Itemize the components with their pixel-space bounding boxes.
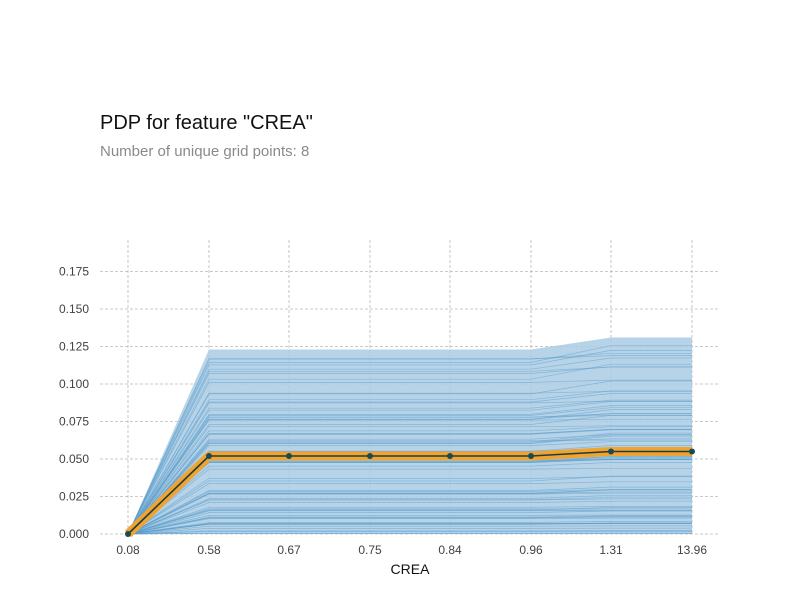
ice-line — [127, 510, 692, 535]
ice-line — [127, 366, 692, 535]
pdp-point — [447, 453, 453, 459]
ice-band-fill — [128, 337, 692, 534]
pdp-point — [367, 453, 373, 459]
ice-line — [127, 380, 692, 535]
ice-line — [127, 428, 692, 535]
x-tick-label: 1.31 — [599, 543, 623, 557]
ice-line — [127, 459, 692, 535]
ice-line — [127, 514, 692, 535]
pdp-point — [689, 448, 695, 455]
ice-line — [127, 429, 692, 535]
chart-title: PDP for feature "CREA" — [100, 112, 313, 134]
ice-line — [127, 407, 692, 535]
x-tick-label: 0.84 — [438, 543, 462, 557]
y-axis-ticks: 0.000 0.025 0.050 0.075 0.100 0.125 0.150 0.175 — [59, 265, 89, 542]
x-tick-label: 13.96 — [677, 543, 707, 557]
pdp-line — [127, 450, 692, 535]
x-axis-label: CREA — [391, 561, 431, 577]
y-tick-label: 0.050 — [59, 452, 89, 466]
ice-line — [127, 390, 692, 535]
y-tick-label: 0.125 — [59, 340, 89, 354]
ice-line — [127, 517, 692, 535]
ice-line — [127, 467, 692, 535]
pdp-point — [528, 453, 534, 459]
ice-line — [127, 439, 692, 535]
y-tick-label: 0.025 — [59, 490, 89, 504]
ice-line — [127, 415, 692, 535]
ice-line — [127, 475, 692, 535]
ice-line — [127, 515, 692, 535]
ice-line — [127, 492, 692, 535]
ice-line — [127, 521, 692, 535]
y-tick-label: 0.075 — [59, 415, 89, 429]
ice-line — [127, 363, 692, 535]
chart-subtitle: Number of unique grid points: 8 — [100, 143, 310, 160]
ice-line — [127, 438, 692, 535]
ice-line — [127, 441, 692, 535]
ice-line — [127, 405, 692, 535]
ice-line — [127, 500, 692, 535]
ice-line — [127, 413, 692, 535]
ice-line — [127, 350, 692, 535]
ice-line — [127, 516, 692, 535]
y-tick-label: 0.175 — [59, 265, 89, 279]
pdp-point — [125, 531, 131, 537]
ice-line — [127, 425, 692, 535]
ice-line — [127, 498, 692, 535]
ice-line — [127, 357, 692, 535]
ice-line — [127, 418, 692, 535]
ice-line — [127, 527, 692, 535]
x-tick-label: 0.75 — [358, 543, 382, 557]
y-tick-label: 0.150 — [59, 302, 89, 316]
y-tick-label: 0.100 — [59, 377, 89, 391]
ice-line — [127, 432, 692, 535]
x-tick-label: 0.58 — [197, 543, 221, 557]
ice-line — [127, 523, 692, 535]
ice-line — [127, 426, 692, 535]
ice-line — [127, 379, 692, 535]
ice-line — [127, 491, 692, 535]
ice-line — [127, 531, 692, 535]
ice-line — [127, 488, 692, 535]
ice-line — [127, 390, 692, 535]
ice-line — [127, 399, 692, 535]
ice-line — [127, 434, 692, 535]
ice-line — [127, 393, 692, 535]
pdp-line-group — [124, 447, 695, 538]
pdp-point — [206, 453, 212, 459]
ice-line — [127, 401, 692, 535]
x-axis-ticks: 0.08 0.58 0.67 0.75 0.84 0.96 1.31 13.96 — [116, 543, 707, 557]
ice-line — [127, 462, 692, 535]
ice-line — [127, 457, 692, 535]
ice-line — [127, 345, 692, 535]
ice-line — [127, 506, 692, 535]
ice-line — [127, 509, 692, 535]
ice-line — [127, 532, 692, 535]
ice-line — [127, 494, 692, 535]
ice-line — [127, 525, 692, 535]
ice-line — [127, 486, 692, 535]
x-tick-label: 0.96 — [519, 543, 543, 557]
ice-line — [127, 352, 692, 535]
y-tick-label: 0.000 — [59, 527, 89, 541]
pdp-point — [286, 453, 292, 459]
ice-line — [127, 508, 692, 535]
ice-line — [127, 481, 692, 535]
x-tick-label: 0.67 — [277, 543, 301, 557]
x-tick-label: 0.08 — [116, 543, 140, 557]
ice-lines — [127, 337, 692, 535]
ice-line — [127, 530, 692, 535]
ice-line — [127, 435, 692, 535]
ice-line — [127, 510, 692, 535]
pdp-point — [608, 448, 614, 455]
ice-line — [127, 445, 692, 535]
ice-line — [127, 434, 692, 535]
